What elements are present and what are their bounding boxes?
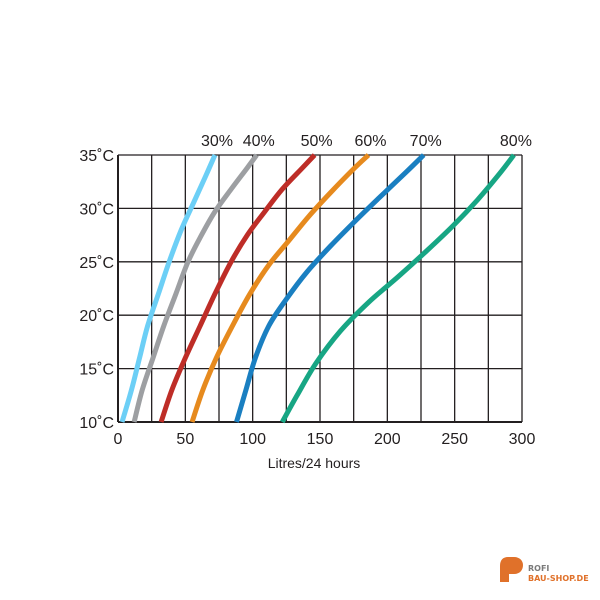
series-line-30pct bbox=[119, 153, 218, 423]
x-tick-label: 200 bbox=[374, 431, 401, 448]
y-tick-label: 15˚C bbox=[79, 362, 114, 379]
y-tick-label: 10˚C bbox=[79, 415, 114, 432]
series-label: 50% bbox=[301, 133, 333, 150]
x-tick-label: 250 bbox=[441, 431, 468, 448]
series-line-40pct bbox=[131, 153, 259, 423]
y-tick-label: 30˚C bbox=[79, 201, 114, 218]
y-tick-label: 35˚C bbox=[79, 148, 114, 165]
y-tick-label: 25˚C bbox=[79, 255, 114, 272]
x-tick-label: 100 bbox=[239, 431, 266, 448]
watermark-logo: ROFI BAU-SHOP.DE bbox=[500, 557, 589, 583]
series-line-80pct bbox=[280, 153, 516, 424]
series-line-60pct bbox=[189, 153, 371, 423]
series-label: 60% bbox=[354, 133, 386, 150]
x-tick-label: 300 bbox=[509, 431, 536, 448]
chart-series-group bbox=[119, 153, 516, 424]
series-line-50pct bbox=[158, 153, 317, 423]
series-labels: 30% 40% 50% 60% 70% 80% bbox=[201, 133, 532, 150]
x-tick-label: 0 bbox=[114, 431, 123, 448]
watermark-line1: ROFI bbox=[528, 564, 549, 573]
watermark-logo-icon bbox=[500, 557, 523, 582]
x-tick-label: 50 bbox=[176, 431, 194, 448]
series-label: 80% bbox=[500, 133, 532, 150]
watermark-line2: BAU-SHOP.DE bbox=[528, 574, 589, 583]
y-tick-labels: 10˚C 15˚C 20˚C 25˚C 30˚C 35˚C bbox=[79, 148, 114, 432]
y-tick-label: 20˚C bbox=[79, 308, 114, 325]
chart-grid bbox=[117, 154, 523, 423]
series-label: 30% bbox=[201, 133, 233, 150]
x-tick-label: 150 bbox=[307, 431, 334, 448]
x-tick-labels: 0 50 100 150 200 250 300 bbox=[114, 431, 536, 448]
series-label: 40% bbox=[243, 133, 275, 150]
series-line-70pct bbox=[234, 153, 426, 423]
series-label: 70% bbox=[410, 133, 442, 150]
x-axis-title: Litres/24 hours bbox=[268, 455, 361, 471]
